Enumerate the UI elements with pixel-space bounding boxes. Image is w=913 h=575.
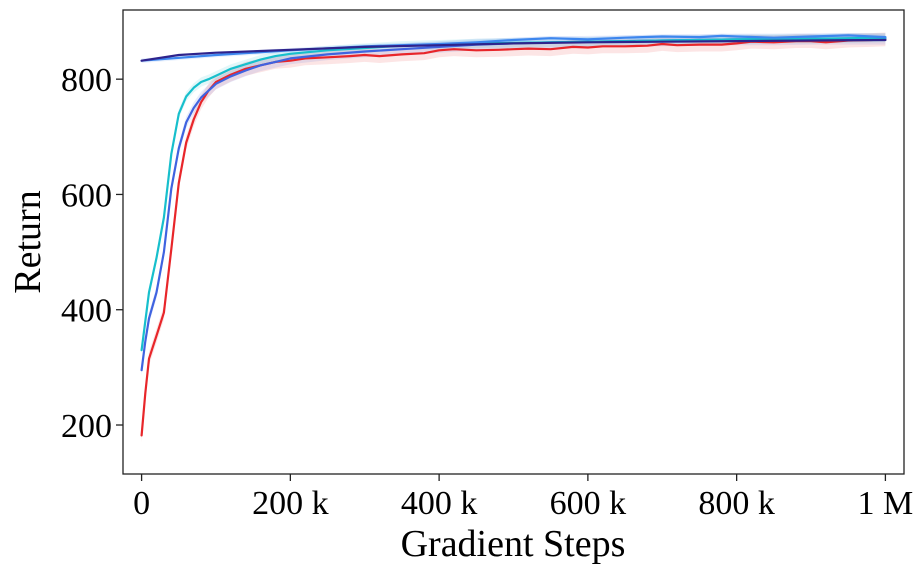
x-axis: 0 200 k 400 k 600 k 800 k 1 M	[133, 474, 913, 522]
series-lines	[140, 34, 887, 437]
series-4-line	[140, 38, 887, 62]
series-2-line	[140, 36, 887, 352]
plot-frame	[122, 9, 905, 475]
series-1-band	[141, 33, 886, 376]
x-axis-label: Gradient Steps	[401, 523, 626, 565]
x-tick-label: 200 k	[252, 485, 329, 522]
y-tick-label: 800	[61, 62, 112, 99]
series-2-band	[141, 33, 886, 355]
x-tick-label: 400 k	[401, 485, 478, 522]
y-tick-label: 400	[61, 293, 112, 330]
series-1-line	[140, 37, 887, 372]
x-tick-label: 1 M	[858, 485, 913, 522]
y-axis-label: Return	[7, 190, 49, 293]
y-tick-label: 200	[61, 408, 112, 445]
x-tick-label: 600 k	[550, 485, 627, 522]
y-tick-label: 600	[61, 177, 112, 214]
confidence-bands	[141, 32, 886, 443]
series-0-band	[141, 32, 886, 443]
series-0-line	[140, 38, 887, 437]
x-tick-label: 800 k	[698, 485, 775, 522]
x-tick-label: 0	[133, 485, 150, 522]
y-axis: 200 400 600 800	[61, 62, 123, 445]
